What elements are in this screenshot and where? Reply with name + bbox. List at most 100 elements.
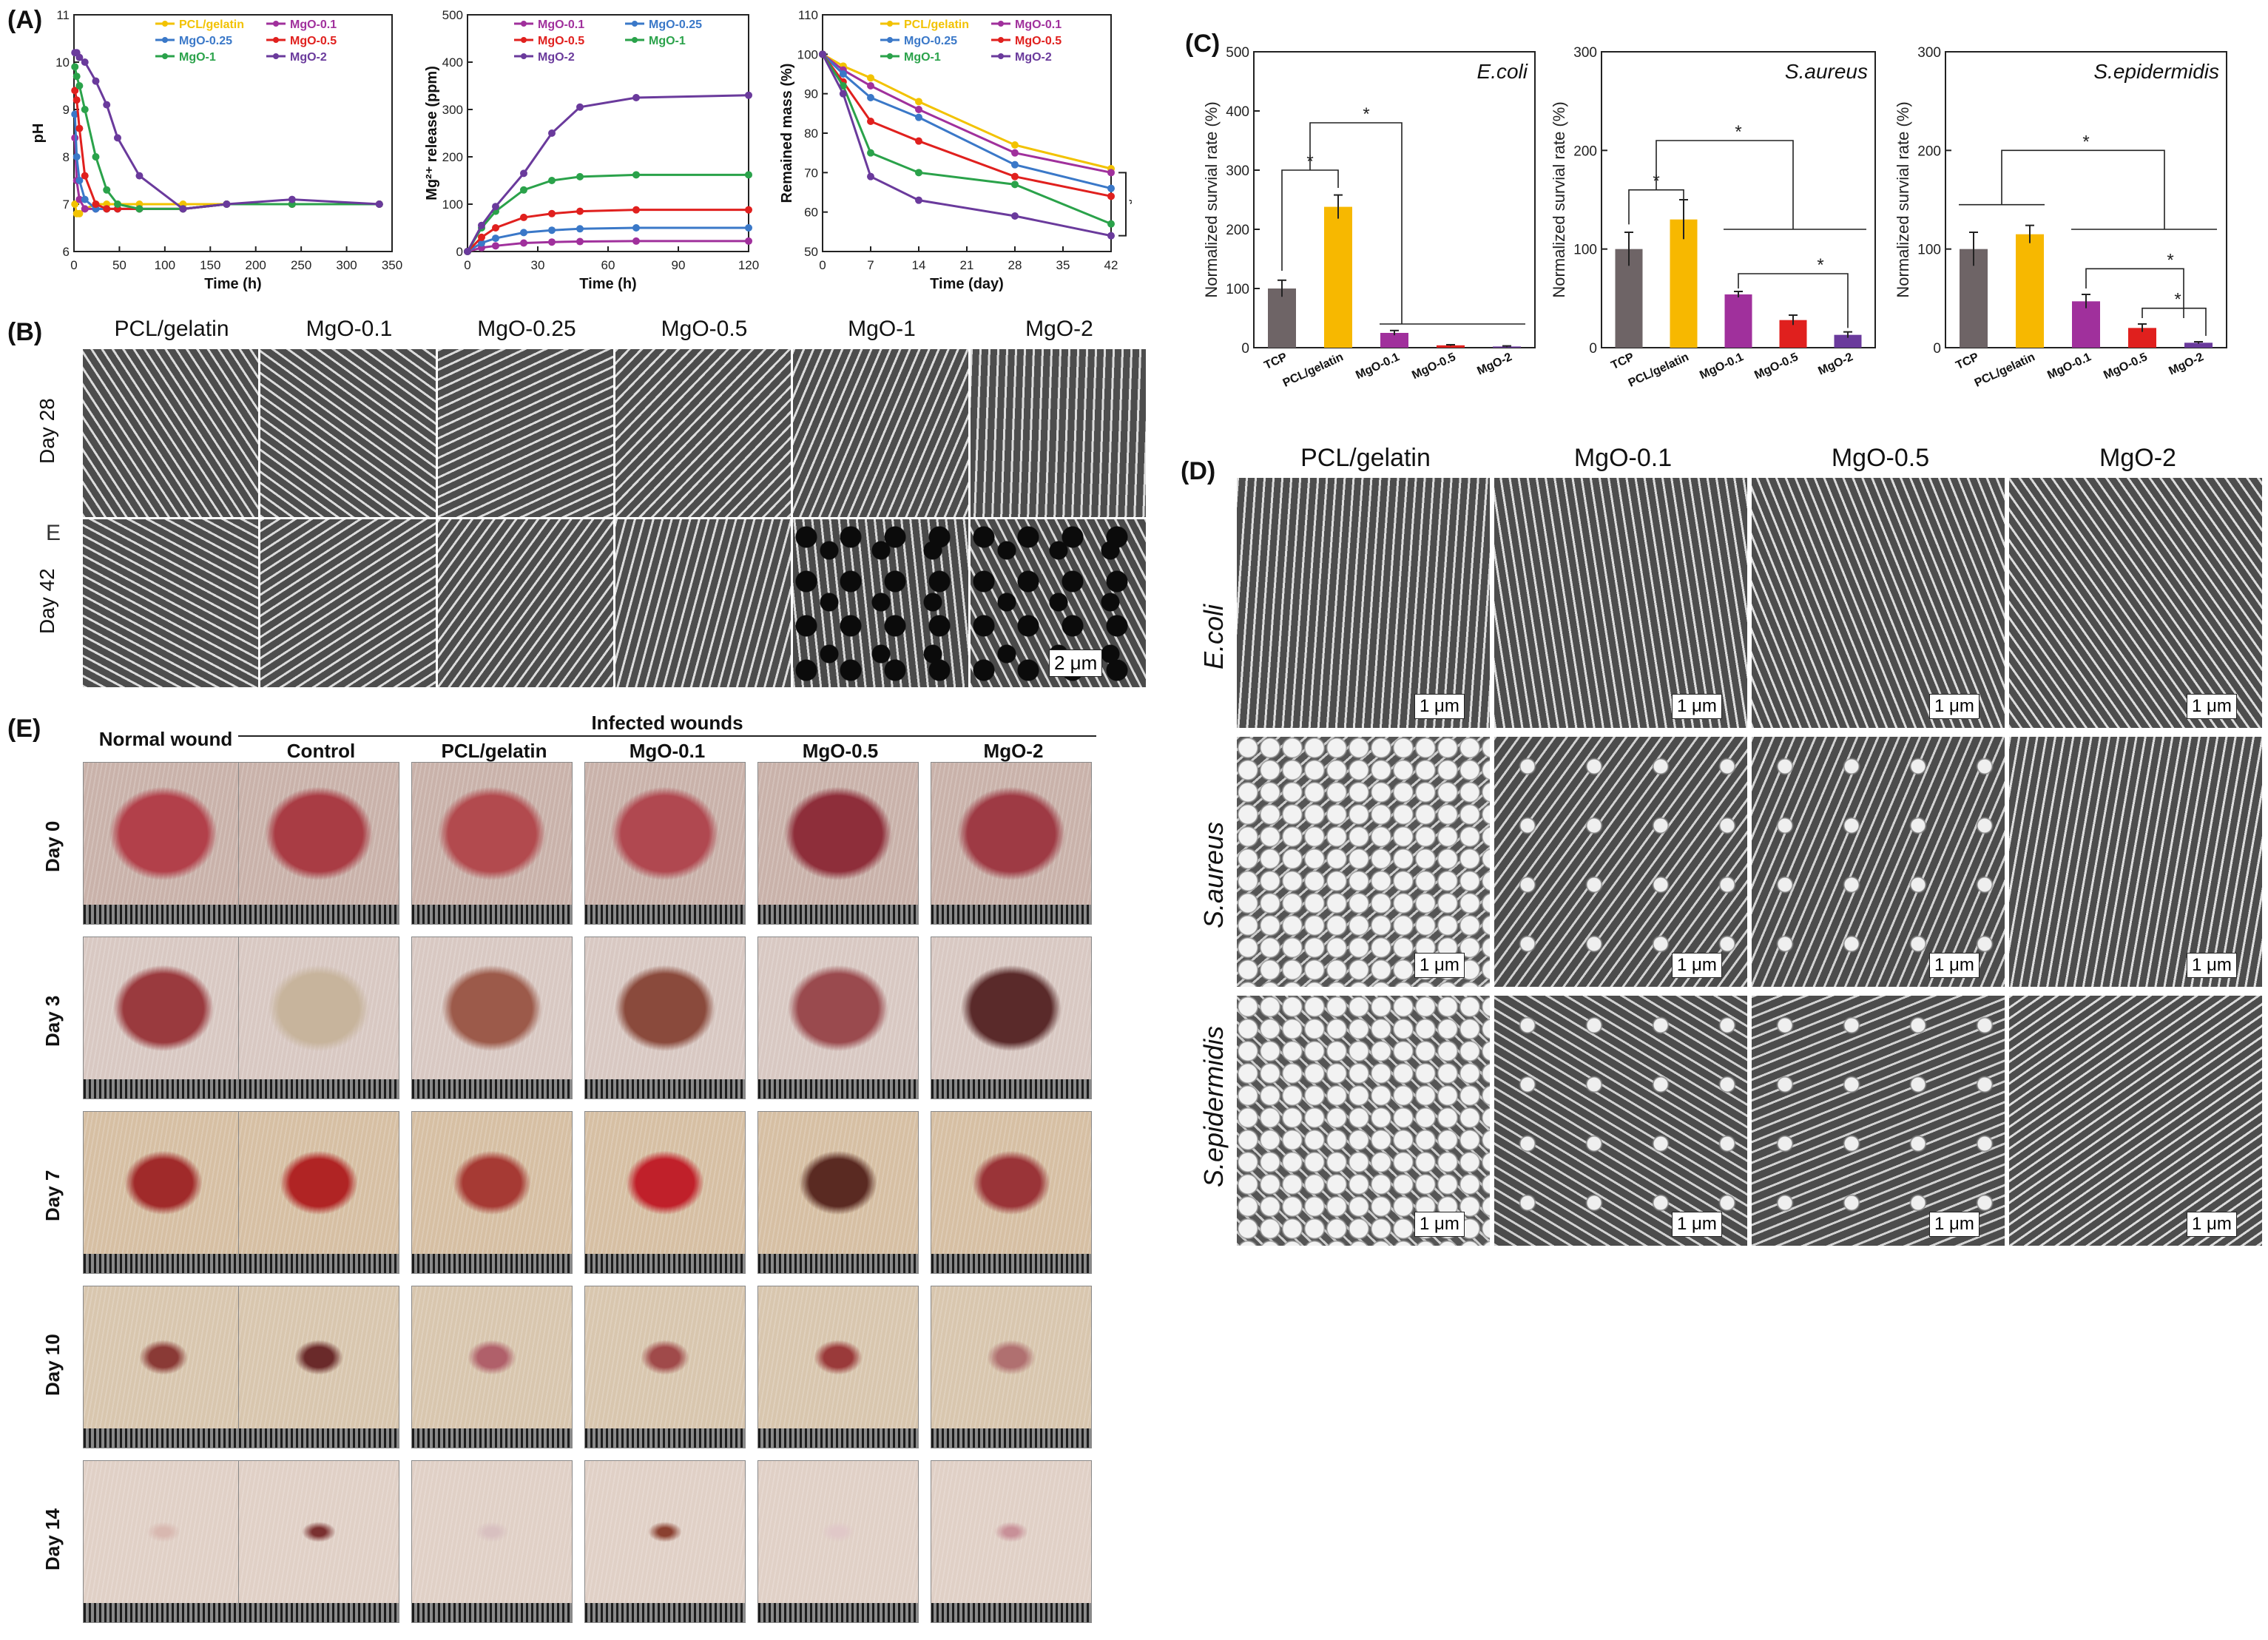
sem-image [1494,478,1747,728]
data-point [867,172,874,180]
legend-label: MgO-2 [538,51,575,64]
legend-label: MgO-1 [649,35,686,47]
wound-photo [757,762,919,925]
x-tick-label: MgO-2 [1475,351,1513,377]
data-point [839,90,847,98]
data-point [1107,232,1115,240]
data-point [71,110,79,118]
legend-marker [998,37,1004,43]
legend-label: PCL/gelatin [179,18,244,31]
y-tick-label: 300 [1573,45,1597,61]
x-tick-label: MgO-0.5 [1410,351,1457,382]
ruler-strip [239,1428,399,1448]
data-point [548,177,556,184]
x-tick-label: 0 [70,258,77,272]
data-point [75,53,84,61]
series-line [821,53,1112,237]
data-point [92,77,100,85]
x-tick-label: 60 [601,258,615,272]
y-tick-label: 110 [798,8,818,22]
data-point [576,207,584,215]
x-tick-label: 7 [867,258,874,272]
significance-bracket [1118,172,1127,237]
legend-label: MgO-0.1 [538,18,584,31]
data-point [81,195,89,203]
wound-photo [931,762,1092,925]
legend-marker [632,37,638,43]
scale-bar: 2 μm [1049,649,1103,677]
wound-photo [584,1111,746,1274]
legend-label: MgO-0.1 [290,18,337,31]
data-point [492,242,499,250]
data-point [1011,149,1019,157]
legend-label: MgO-1 [179,51,216,64]
data-point [75,177,84,184]
sem-image [615,349,791,517]
sem-image [615,519,791,687]
y-axis-label: Normalized survial rate (%) [1202,101,1221,297]
data-point [92,200,100,208]
x-tick-label: 50 [112,258,126,272]
data-point [867,94,874,101]
significance-star: * [1817,255,1823,275]
ruler-strip [412,1254,572,1273]
significance-star: * [2174,290,2181,310]
bar [1724,294,1752,348]
ruler-strip [239,1079,399,1099]
x-tick-label: 21 [960,258,974,272]
y-tick-label: 6 [63,245,70,259]
wound-photo [584,1460,746,1623]
sem-column-header: MgO-1 [848,317,916,341]
bar [1324,206,1352,348]
bar [2184,342,2213,348]
significance-star: * [1363,104,1369,124]
x-axis-label: Time (h) [204,276,261,292]
wound-photo [238,1460,399,1623]
day-row-label: Day 7 [41,1170,64,1221]
data-point [867,74,874,82]
ecoli-survival-bar-chart: 0 100 200 300 400 500 Normalized survial rate … [1202,45,1536,390]
data-point [632,237,640,245]
legend-marker [887,21,893,27]
wound-photo [83,937,244,1099]
ruler-strip [239,1254,399,1273]
sem-image [1494,996,1747,1246]
ruler-strip [239,905,399,924]
data-point [745,237,752,245]
wound-photo [411,1111,573,1274]
ruler-strip [585,1079,745,1099]
legend-label: MgO-0.1 [1015,18,1062,31]
ruler-strip [84,905,243,924]
scale-bar: 1 μm [1929,1212,1980,1237]
ruler-strip [931,1428,1091,1448]
ruler-strip [758,1428,918,1448]
y-tick-label: 90 [804,87,818,101]
legend-marker [998,21,1004,27]
y-tick-label: 10 [55,55,70,70]
wound-column-header: MgO-0.1 [629,740,706,762]
wound-photo [584,762,746,925]
x-tick-label: MgO-2 [1816,351,1854,377]
sem-image [438,519,613,687]
data-point [867,118,874,125]
y-tick-label: 100 [1917,243,1941,258]
chart-title: S.aureus [1785,60,1868,83]
legend-marker [162,53,168,59]
bacteria-row-label: S.epidermidis [1198,1025,1229,1187]
sem-image [1237,996,1490,1246]
y-tick-label: 400 [442,55,463,70]
data-point [478,233,485,241]
x-tick-label: MgO-0.1 [1698,351,1745,382]
sepidermidis-survival-bar-chart: 0 100 200 300 Normalized survial rate (%) S.e… [1894,45,2227,390]
chart-title: E.coli [1477,60,1528,83]
sem-column-header: MgO-0.1 [1573,444,1673,472]
legend-marker [273,21,279,27]
saureus-survival-bar-chart: 0 100 200 300 Normalized survial rate (%) S.a… [1550,45,1876,390]
plot-frame [822,14,1112,252]
x-tick-label: TCP [1610,351,1636,372]
wound-photo [931,1286,1092,1448]
x-tick-label: 35 [1056,258,1070,272]
sem-image [1237,478,1490,728]
data-point [72,72,81,81]
sem-image [1752,478,2005,728]
